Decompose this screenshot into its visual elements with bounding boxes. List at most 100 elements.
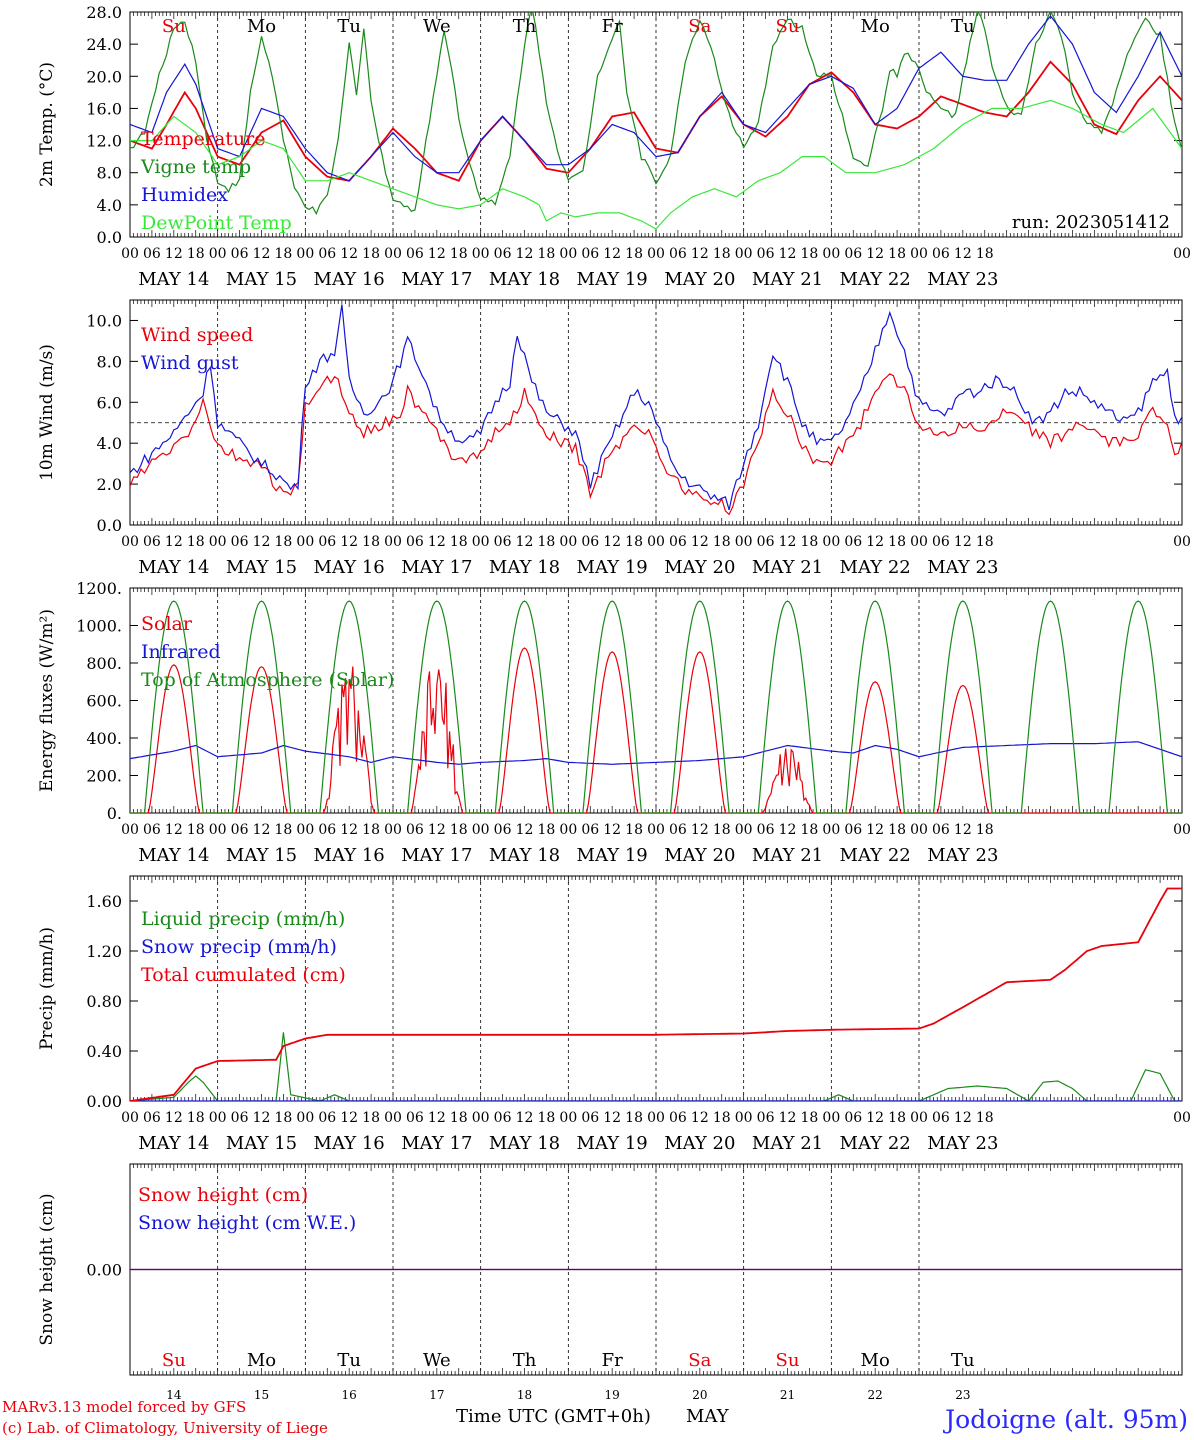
y-axis-label: 2m Temp. (°C) <box>37 62 57 187</box>
hour-label: 00 <box>472 534 490 550</box>
hour-label: 00 <box>910 1110 928 1126</box>
hour-label: 12 <box>691 822 709 838</box>
hour-label: 06 <box>669 246 687 262</box>
y-tick-label: 0.40 <box>86 1042 122 1061</box>
station-label: Jodoigne (alt. 95m) <box>945 1405 1188 1434</box>
weekday-label: Su <box>776 1350 800 1371</box>
legend-entry: Solar <box>141 613 193 635</box>
weekday-label: Tu <box>337 1350 361 1371</box>
hour-label: 06 <box>406 246 424 262</box>
y-tick-label: 0. <box>107 804 122 823</box>
hour-label: 06 <box>581 822 599 838</box>
hour-label: 18 <box>275 1110 293 1126</box>
hour-label: 12 <box>340 246 358 262</box>
hour-label: 00 <box>559 534 577 550</box>
hour-label: 00 <box>910 246 928 262</box>
plot-area <box>130 887 1182 1101</box>
y-tick-label: 200. <box>86 767 122 786</box>
date-label: MAY 18 <box>489 1133 560 1154</box>
panel-wind: 0.0 2.0 4.0 6.0 8.0 10.0 10m Wind (m/s) Wind sp… <box>37 299 1191 578</box>
hour-label: 18 <box>625 822 643 838</box>
hour-label: 06 <box>318 534 336 550</box>
hour-label: 18 <box>888 534 906 550</box>
hour-label: 00 <box>384 246 402 262</box>
hour-label: 12 <box>253 534 271 550</box>
day-number-label: 14 <box>166 1388 182 1402</box>
hour-label: 06 <box>318 246 336 262</box>
hour-label: 06 <box>143 1110 161 1126</box>
date-label: MAY 16 <box>314 269 385 290</box>
date-label: MAY 21 <box>752 557 823 578</box>
hour-label: 06 <box>757 822 775 838</box>
weekday-label: Fr <box>602 16 623 37</box>
hour-label: 12 <box>603 822 621 838</box>
legend-entry: Vigne temp <box>140 156 251 178</box>
hour-label: 18 <box>713 822 731 838</box>
y-tick-label: 24.0 <box>86 35 122 54</box>
date-label: MAY 17 <box>401 269 472 290</box>
date-label: MAY 16 <box>314 845 385 866</box>
y-tick-label: 1.20 <box>86 942 122 961</box>
hour-label: 00 <box>735 822 753 838</box>
date-label: MAY 18 <box>489 845 560 866</box>
hour-label: 12 <box>691 1110 709 1126</box>
series-line <box>130 373 1182 516</box>
hour-label: 18 <box>538 534 556 550</box>
hour-label: 06 <box>494 822 512 838</box>
y-tick-label: 28.0 <box>86 3 122 22</box>
hour-label: 18 <box>888 1110 906 1126</box>
y-axis-label: Precip (mm/h) <box>37 927 57 1050</box>
date-label: MAY 19 <box>577 1133 648 1154</box>
day-number-label: 15 <box>254 1388 269 1402</box>
hour-label: 18 <box>450 1110 468 1126</box>
hour-label: 18 <box>976 822 994 838</box>
hour-label: 18 <box>362 246 380 262</box>
hour-label: 00 <box>384 822 402 838</box>
weekday-label: Mo <box>861 16 890 37</box>
hour-label: 06 <box>231 822 249 838</box>
day-number-label: 22 <box>868 1388 883 1402</box>
y-tick-label: 8.0 <box>97 164 122 183</box>
hour-label: 00 <box>1173 822 1191 838</box>
date-label: MAY 23 <box>927 845 998 866</box>
hour-label: 18 <box>450 246 468 262</box>
y-tick-label: 1.60 <box>86 892 122 911</box>
hour-label: 18 <box>801 246 819 262</box>
hour-label: 00 <box>822 246 840 262</box>
hour-label: 12 <box>691 534 709 550</box>
date-label: MAY 16 <box>314 1133 385 1154</box>
y-axis-label: 10m Wind (m/s) <box>37 344 57 481</box>
hour-label: 12 <box>779 822 797 838</box>
y-axis-label: Energy fluxes (W/m²) <box>37 609 57 792</box>
hour-label: 12 <box>340 822 358 838</box>
y-tick-label: 12.0 <box>86 132 122 151</box>
hour-label: 18 <box>713 246 731 262</box>
hour-label: 00 <box>209 822 227 838</box>
hour-label: 18 <box>275 246 293 262</box>
date-label: MAY 17 <box>401 1133 472 1154</box>
date-label: MAY 15 <box>226 269 297 290</box>
series-line <box>130 60 1182 182</box>
hour-label: 06 <box>757 534 775 550</box>
y-tick-label: 1200. <box>76 579 122 598</box>
hour-label: 06 <box>143 534 161 550</box>
hour-label: 00 <box>1173 534 1191 550</box>
y-tick-label: 4.0 <box>97 434 122 453</box>
date-label: MAY 19 <box>577 557 648 578</box>
date-label: MAY 22 <box>840 845 911 866</box>
legend-entry: Humidex <box>141 184 228 206</box>
hour-label: 12 <box>253 1110 271 1126</box>
weekday-label: Mo <box>861 1350 890 1371</box>
hour-label: 18 <box>888 822 906 838</box>
y-tick-label: 1000. <box>76 617 122 636</box>
date-label: MAY 22 <box>840 269 911 290</box>
hour-label: 12 <box>428 822 446 838</box>
date-label: MAY 14 <box>138 269 209 290</box>
hour-label: 00 <box>472 246 490 262</box>
date-label: MAY 23 <box>927 557 998 578</box>
weekday-label: Sa <box>688 1350 711 1371</box>
hour-label: 00 <box>910 534 928 550</box>
date-label: MAY 18 <box>489 557 560 578</box>
legend-entry: Wind speed <box>141 324 253 346</box>
hour-label: 18 <box>801 534 819 550</box>
